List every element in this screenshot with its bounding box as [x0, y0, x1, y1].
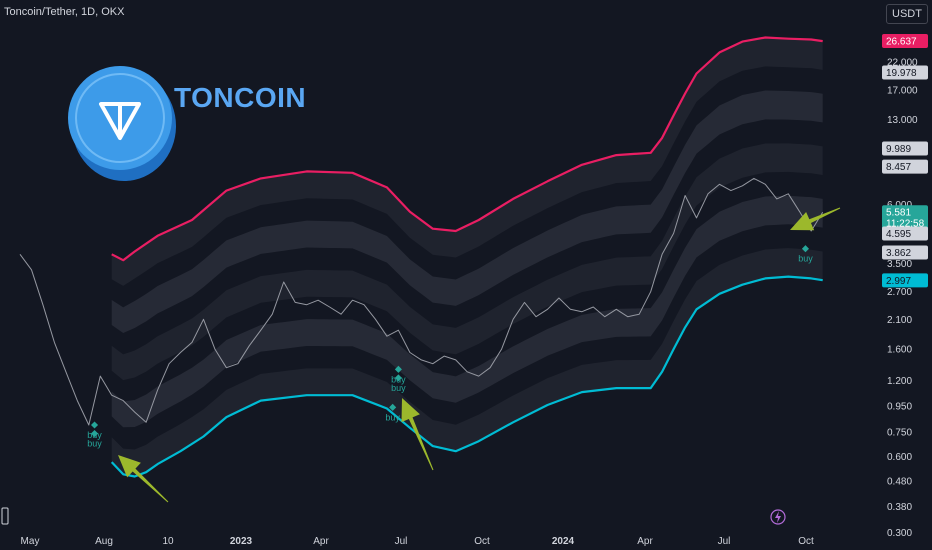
- buy-label: buy: [385, 412, 400, 422]
- time-axis: May Aug 10 2023 Apr Jul Oct 2024 Apr Jul Oct: [21, 536, 814, 547]
- price-tags: 26.637 19.978 9.989 8.457 5.58111:22:584.595…: [882, 33, 928, 288]
- buy-marker: [394, 374, 402, 382]
- price-tag-label: 4.595: [886, 229, 911, 240]
- time-tick-label: Jul: [395, 536, 408, 547]
- ruler-icon[interactable]: [1, 507, 9, 525]
- price-tag-label: 26.637: [886, 36, 917, 47]
- arrow-icon: [790, 207, 841, 231]
- currency-button[interactable]: USDT: [886, 4, 928, 24]
- time-tick-label: Aug: [95, 536, 113, 547]
- series-line-1: [111, 36, 823, 262]
- symbol-title: Toncoin/Tether, 1D, OKX: [4, 6, 125, 18]
- series-line-2: [110, 275, 823, 478]
- price-tick-label: 22.000: [887, 57, 918, 68]
- time-tick-label: Apr: [637, 536, 653, 547]
- price-axis: 0.300 0.380 0.480 0.600 0.750 0.950 1.200 1.600…: [887, 57, 918, 538]
- price-tag: [882, 33, 928, 48]
- price-tag: [882, 245, 928, 260]
- price-tick-label: 13.000: [887, 115, 918, 126]
- price-tag-label: 11:22:58: [886, 219, 925, 230]
- buy-marker: [90, 421, 99, 429]
- price-tick-label: 1.600: [887, 345, 912, 356]
- time-tick-label: May: [21, 536, 40, 547]
- time-tick-label: Oct: [474, 536, 490, 547]
- series-lines: [19, 36, 824, 478]
- price-tick-label: 17.000: [887, 86, 918, 97]
- band-fill-1: [111, 90, 823, 334]
- annotation-arrows: [118, 207, 841, 503]
- band-fill-0: [111, 37, 823, 286]
- price-tag: [882, 226, 928, 241]
- time-tick-label: Jul: [718, 536, 731, 547]
- price-tag: [882, 273, 928, 288]
- logo-text: TONCOIN: [174, 82, 307, 113]
- buy-label: buy: [87, 439, 102, 449]
- buy-label: buy: [798, 254, 813, 264]
- time-tick-label: 2024: [552, 536, 575, 547]
- band-fill-2: [111, 143, 823, 381]
- price-tag-label: 2.997: [886, 276, 911, 287]
- price-tag: [882, 205, 928, 220]
- price-tag-label: 19.978: [886, 68, 917, 79]
- price-tick-label: 3.500: [887, 259, 912, 270]
- buy-marker: [389, 403, 397, 411]
- buy-marker: [90, 430, 99, 438]
- buy-marker: [394, 365, 402, 373]
- price-tick-label: 1.200: [887, 376, 912, 387]
- arrow-icon: [401, 398, 434, 471]
- buy-signals: buybuybuybuybuybuy: [87, 245, 813, 449]
- price-tick-label: 0.750: [887, 428, 912, 439]
- price-tick-label: 0.600: [887, 452, 912, 463]
- toncoin-logo-icon: [68, 66, 176, 181]
- price-tag: [882, 65, 928, 80]
- price-tag: [882, 159, 928, 174]
- buy-label: buy: [391, 383, 406, 393]
- price-tick-label: 0.950: [887, 402, 912, 413]
- band-fills: [111, 37, 823, 477]
- price-tag-label: 9.989: [886, 144, 911, 155]
- band-fill-4: [111, 248, 823, 477]
- price-tag: [882, 141, 928, 156]
- arrow-icon: [118, 455, 169, 503]
- price-tag-label: 8.457: [886, 162, 911, 173]
- price-tick-label: 2.700: [887, 287, 912, 298]
- price-tick-label: 2.100: [887, 315, 912, 326]
- band-fill-3: [111, 195, 823, 428]
- time-tick-label: 2023: [230, 536, 253, 547]
- price-tag-label: 5.581: [886, 208, 911, 219]
- time-tick-label: 10: [162, 536, 174, 547]
- price-tag-label: 3.862: [886, 248, 911, 259]
- lightning-icon[interactable]: [770, 509, 786, 525]
- price-tick-label: 0.480: [887, 476, 912, 487]
- price-tick-label: 0.380: [887, 502, 912, 513]
- series-line-0: [19, 177, 824, 426]
- price-tick-label: 0.300: [887, 528, 912, 539]
- time-tick-label: Apr: [313, 536, 329, 547]
- time-tick-label: Oct: [798, 536, 814, 547]
- buy-marker: [801, 245, 810, 253]
